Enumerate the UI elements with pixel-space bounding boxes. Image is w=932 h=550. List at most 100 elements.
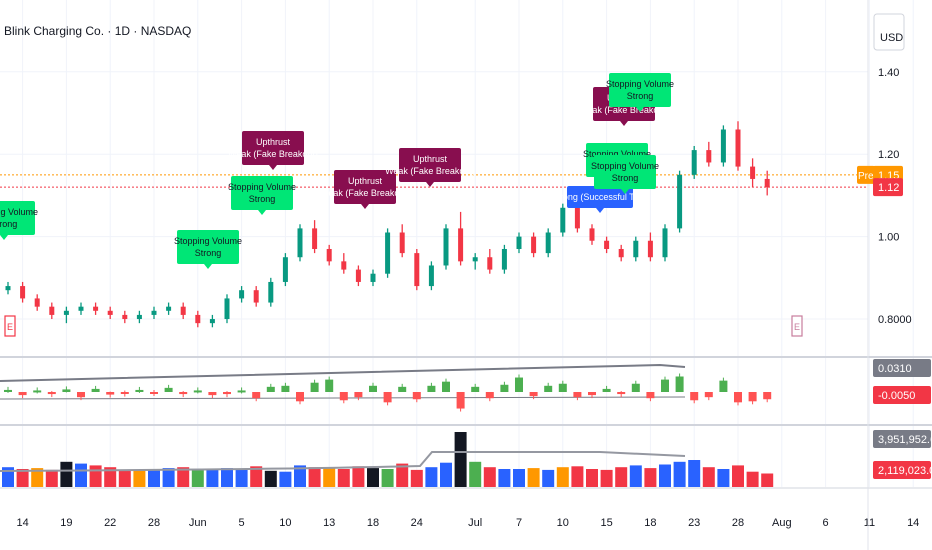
earnings-marker-text: E bbox=[7, 322, 13, 332]
candle bbox=[662, 228, 668, 258]
signal-label-box bbox=[594, 155, 656, 189]
candle bbox=[253, 290, 259, 303]
pre-market-badge: Pre bbox=[857, 165, 875, 184]
signal-label: Upthrust Weak (Fake Breakout) bbox=[228, 131, 318, 170]
symbol-title[interactable]: Blink Charging Co. · 1D · NASDAQ bbox=[4, 24, 192, 38]
signal-label: Upthrust Weak (Fake Breakout) bbox=[385, 148, 475, 187]
oscillator-bar bbox=[675, 376, 684, 392]
signal-label-text: Upthrust bbox=[413, 154, 448, 164]
candle bbox=[136, 314, 142, 320]
oscillator-bar bbox=[47, 392, 56, 395]
x-tick-label: 15 bbox=[600, 517, 612, 529]
oscillator-bar bbox=[18, 392, 27, 396]
oscillator-lower-badge: -0.0050 bbox=[873, 386, 931, 404]
pre-tag-box bbox=[857, 165, 875, 184]
candle bbox=[268, 281, 274, 303]
volume-bar bbox=[483, 467, 496, 487]
oscillator-upper-badge: 0.0310 bbox=[873, 359, 931, 377]
signal-label-box bbox=[242, 131, 304, 165]
volume-lower-badge-text: 2,119,023.00 bbox=[878, 465, 932, 477]
oscillator-bar bbox=[690, 392, 699, 401]
volume-bar bbox=[440, 462, 452, 487]
candle bbox=[560, 207, 566, 233]
candle bbox=[399, 232, 405, 254]
volume-bar bbox=[148, 469, 160, 487]
volume-bar bbox=[702, 467, 715, 487]
volume-bar bbox=[688, 460, 701, 487]
signal-label-text: Upthrust bbox=[256, 137, 291, 147]
candle bbox=[49, 306, 55, 315]
oscillator-bar bbox=[223, 392, 231, 395]
oscillator-bar bbox=[602, 388, 611, 392]
signal-label-pointer bbox=[426, 182, 434, 187]
candle bbox=[647, 240, 653, 258]
oscillator-bar bbox=[91, 388, 100, 392]
volume-bar bbox=[104, 467, 117, 487]
x-tick-label: Aug bbox=[772, 517, 792, 529]
volume-bar bbox=[600, 469, 613, 487]
candle bbox=[385, 232, 391, 274]
oscillator-bar bbox=[544, 385, 553, 392]
oscillator-bar bbox=[208, 392, 217, 396]
volume-bar bbox=[542, 469, 555, 487]
volume-bar bbox=[191, 469, 204, 487]
signal-label-pointer bbox=[620, 121, 628, 126]
y-tick-label: 0.8000 bbox=[878, 314, 912, 326]
oscillator-bar bbox=[412, 392, 421, 400]
volume-bar bbox=[323, 468, 336, 487]
oscillator-bar bbox=[471, 386, 480, 392]
signal-label-text: Weak (Fake Breakout) bbox=[385, 166, 475, 176]
candle bbox=[34, 298, 40, 307]
oscillator-bar bbox=[442, 381, 450, 392]
candle bbox=[5, 286, 11, 291]
candle bbox=[166, 306, 172, 311]
oscillator-bar bbox=[164, 387, 173, 392]
oscillator-bar bbox=[33, 390, 42, 393]
signal-label-box bbox=[399, 148, 461, 182]
currency-button[interactable]: USD bbox=[880, 32, 904, 44]
oscillator-bar bbox=[77, 392, 85, 398]
currency-box bbox=[873, 13, 905, 51]
candle bbox=[414, 253, 420, 287]
candle bbox=[735, 129, 741, 167]
candle bbox=[239, 290, 245, 299]
volume-bar bbox=[16, 469, 29, 487]
x-tick-label: Jul bbox=[468, 517, 482, 529]
candle bbox=[633, 240, 639, 258]
candle bbox=[180, 306, 186, 315]
signal-label-box bbox=[231, 176, 293, 210]
signal-label: Strong (Successful Test) bbox=[551, 186, 649, 213]
volume-bar bbox=[367, 468, 379, 487]
oscillator-bar bbox=[631, 383, 640, 392]
oscillator-bar bbox=[252, 392, 261, 399]
oscillator-bar bbox=[193, 390, 202, 393]
candle bbox=[341, 261, 347, 270]
volume-bar bbox=[60, 461, 73, 487]
volume-bar bbox=[352, 466, 365, 487]
oscillator-bar bbox=[529, 392, 538, 397]
earnings-marker-box bbox=[4, 315, 16, 337]
signal-label-text: Strong bbox=[627, 91, 654, 101]
x-tick-label: 28 bbox=[148, 517, 160, 529]
candle bbox=[224, 298, 230, 320]
signal-label-text: Strong bbox=[195, 248, 222, 258]
signal-label-text: Weak (Fake Breakout) bbox=[579, 105, 669, 115]
earnings-marker: E bbox=[4, 315, 16, 337]
x-tick-label: 7 bbox=[516, 517, 522, 529]
oscillator-bar bbox=[515, 377, 523, 392]
oscillator-bar bbox=[296, 392, 304, 402]
x-tick-label: Jun bbox=[189, 517, 207, 529]
signal-label-pointer bbox=[258, 210, 266, 215]
volume-bar bbox=[264, 470, 277, 487]
y-tick-label: 1.00 bbox=[878, 232, 899, 244]
oscillator-zero-line bbox=[0, 396, 686, 400]
volume-bar bbox=[89, 465, 102, 487]
candle bbox=[151, 310, 157, 315]
x-tick-label: 23 bbox=[688, 517, 700, 529]
candle bbox=[516, 236, 522, 249]
volume-bar bbox=[425, 467, 438, 487]
signal-label: Stopping Volume Strong bbox=[606, 73, 674, 112]
candle bbox=[706, 150, 712, 163]
volume-bar bbox=[410, 469, 423, 487]
